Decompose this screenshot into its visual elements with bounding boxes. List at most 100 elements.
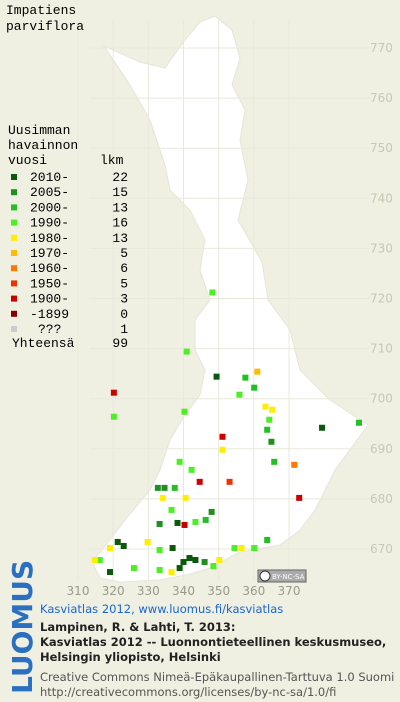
record-square [120, 542, 127, 549]
legend-swatch [11, 310, 17, 317]
grid [77, 20, 370, 580]
y-tick-label: 750 [370, 141, 393, 155]
record-square [96, 557, 103, 564]
y-tick-label: 760 [370, 91, 393, 105]
record-square [238, 544, 245, 551]
y-tick-label: 740 [370, 191, 393, 205]
record-square [168, 506, 175, 513]
record-square [144, 538, 151, 545]
legend-count: 16 [112, 216, 128, 231]
x-tick-label: 370 [278, 584, 301, 598]
record-square [219, 446, 226, 453]
record-square [156, 520, 163, 527]
record-square [268, 438, 275, 445]
legend-label: 2005- [30, 185, 69, 200]
x-tick-label: 330 [137, 584, 160, 598]
legend-heading: havainnon [8, 138, 78, 153]
y-tick-label: 700 [370, 392, 393, 406]
record-square [202, 516, 209, 523]
record-square [264, 426, 271, 433]
title: Impatiens [6, 3, 76, 18]
legend-count: 22 [112, 170, 128, 185]
record-square [107, 544, 114, 551]
legend-count: 15 [112, 185, 128, 200]
legend-label: 1970- [30, 246, 69, 261]
record-square [182, 494, 189, 501]
record-square [254, 368, 261, 375]
legend-count: 5 [120, 276, 128, 291]
legend-swatch [11, 219, 17, 226]
x-tick-label: 310 [67, 584, 90, 598]
legend-swatch [11, 326, 17, 332]
title: parviflora [6, 19, 84, 34]
legend-label: -1899 [30, 307, 69, 322]
legend-count: 0 [120, 307, 128, 322]
record-square [186, 555, 193, 562]
record-square [107, 569, 114, 576]
record-square [154, 484, 161, 491]
record-square [242, 374, 249, 381]
license: Creative Commons Nimeä-Epäkaupallinen-Ta… [40, 670, 394, 684]
records [91, 289, 362, 576]
record-square [355, 419, 362, 426]
record-square [291, 461, 298, 468]
record-square [296, 494, 303, 501]
legend-heading: vuosi [8, 153, 47, 168]
record-square [266, 416, 273, 423]
badge-icon [259, 570, 271, 582]
record-square [251, 384, 258, 391]
x-tick-label: 350 [207, 584, 230, 598]
record-square [114, 538, 121, 545]
y-tick-label: 710 [370, 342, 393, 356]
legend-label: 1990- [30, 216, 69, 231]
record-square [156, 567, 163, 574]
record-square [192, 557, 199, 564]
legend-swatch [11, 280, 17, 287]
x-tick-label: 340 [172, 584, 195, 598]
y-tick-label: 730 [370, 241, 393, 255]
record-square [168, 569, 175, 576]
x-tick-label: 320 [102, 584, 125, 598]
legend-swatch [11, 204, 17, 211]
legend-label: 1960- [30, 261, 69, 276]
legend-count: 3 [120, 292, 128, 307]
y-tick-label: 680 [370, 492, 393, 506]
citation: Helsingin yliopisto, Helsinki [40, 650, 221, 664]
record-square [91, 557, 98, 564]
legend-total-label: Yhteensä [12, 336, 75, 351]
record-square [110, 389, 117, 396]
record-square [169, 544, 176, 551]
citation: Lampinen, R. & Lahti, T. 2013: [40, 620, 235, 634]
record-square [176, 565, 183, 572]
legend-label: 1950- [30, 276, 69, 291]
record-square [231, 544, 238, 551]
record-square [271, 458, 278, 465]
record-square [130, 565, 137, 572]
legend-count: 1 [120, 322, 128, 337]
record-square [110, 413, 117, 420]
record-square [209, 289, 216, 296]
record-square [210, 563, 217, 570]
license[interactable]: http://creativecommons.org/licenses/by-n… [40, 685, 336, 699]
legend-swatch [11, 265, 17, 272]
legend-label: ??? [38, 322, 61, 337]
record-square [156, 547, 163, 554]
record-square [181, 408, 188, 415]
record-square [208, 508, 215, 515]
record-square [251, 544, 258, 551]
legend-swatch [11, 250, 17, 256]
record-square [174, 519, 181, 526]
record-square [171, 484, 178, 491]
record-square [181, 521, 188, 528]
legend-swatch [11, 295, 17, 302]
legend-heading: Uusimman [8, 123, 70, 138]
legend-heading: lkm [100, 153, 124, 168]
legend-count: 5 [120, 246, 128, 261]
legend-swatch [11, 174, 17, 180]
footer-link[interactable]: Kasviatlas 2012, www.luomus.fi/kasviatla… [40, 602, 283, 616]
record-square [183, 348, 190, 355]
legend-count: 13 [112, 200, 128, 215]
y-tick-label: 720 [370, 292, 393, 306]
